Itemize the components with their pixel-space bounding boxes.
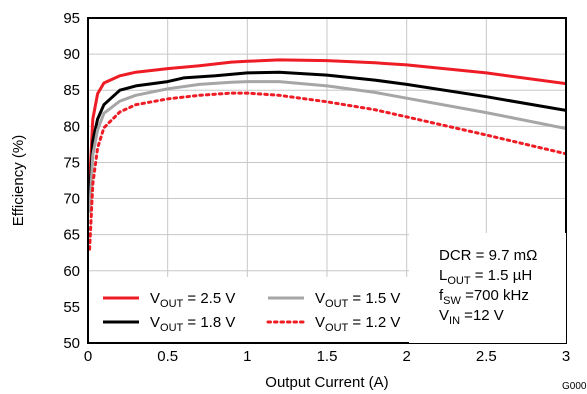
legend-label-1: VOUT = 1.8 V [150,314,235,334]
legend-background [89,277,409,342]
y-axis-label: Efficiency (%) [10,135,27,226]
condition-label: VIN =12 V [439,307,504,327]
y-tick-label: 95 [63,10,80,27]
x-axis-label: Output Current (A) [265,374,388,391]
x-tick-label: 0.5 [157,348,178,365]
condition-label: fSW =700 kHz [439,287,529,307]
y-tick-label: 75 [63,154,80,171]
y-tick-label: 85 [63,82,80,99]
plot-frame [87,17,567,344]
legend-label-0: VOUT = 2.5 V [150,290,235,310]
legend-label-2: VOUT = 1.5 V [315,290,400,310]
x-tick-label: 2 [402,348,410,365]
series-line-2 [88,80,566,214]
x-tick-label: 3 [562,348,570,365]
legend: VOUT = 2.5 V VOUT = 1.8 V VOUT = 1.5 V VOUT… [89,277,409,342]
y-tick-labels: 50 55 60 65 70 75 80 85 90 95 [63,10,80,352]
x-tick-label: 1 [243,348,251,365]
legend-label-3: VOUT = 1.2 V [315,314,400,334]
y-tick-label: 80 [63,118,80,135]
x-tick-labels: 0 0.5 1 1.5 2 2.5 3 [84,348,570,365]
series-line-1 [88,70,566,199]
x-tick-label: 1.5 [317,348,338,365]
y-tick-label: 90 [63,46,80,63]
conditions-background [409,233,566,343]
series-layer [88,58,566,251]
series-line-0 [88,58,566,185]
x-tick-label: 2.5 [476,348,497,365]
y-tick-label: 55 [63,299,80,316]
x-tick-label: 0 [84,348,92,365]
y-tick-label: 70 [63,191,80,208]
y-tick-label: 50 [63,335,80,352]
y-tick-label: 60 [63,263,80,280]
condition-label: LOUT = 1.5 µH [439,267,532,287]
series-line-3 [88,91,566,251]
y-tick-label: 65 [63,227,80,244]
figure-id: G000 [562,381,587,392]
condition-label: DCR = 9.7 mΩ [439,247,537,264]
